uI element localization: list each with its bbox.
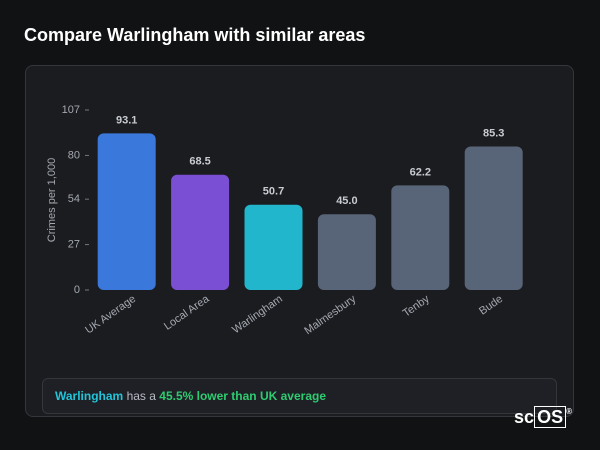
x-tick-label: Warlingham <box>230 293 285 336</box>
value-label: 68.5 <box>189 156 210 168</box>
y-tick-label: 54 <box>68 193 80 205</box>
x-tick-label: UK Average <box>83 293 138 336</box>
y-tick-label: 107 <box>62 104 80 116</box>
logo: sc OS ® <box>514 406 572 428</box>
x-tick-label: Malmesbury <box>302 293 358 337</box>
x-tick-label: Bude <box>477 293 505 318</box>
y-tick-label: 27 <box>68 238 80 250</box>
y-axis-label: Crimes per 1,000 <box>46 158 58 242</box>
value-label: 93.1 <box>116 114 137 126</box>
summary-text: has a <box>123 389 160 403</box>
bar <box>171 174 230 290</box>
x-tick-label: Local Area <box>162 293 212 333</box>
bar <box>464 146 523 290</box>
logo-boxed: OS <box>534 406 567 428</box>
bar <box>97 133 156 290</box>
y-tick-label: 80 <box>68 149 80 161</box>
x-tick-label: Tenby <box>401 293 432 320</box>
page-title: Compare Warlingham with similar areas <box>24 25 366 45</box>
value-label: 50.7 <box>263 186 284 198</box>
y-tick-label: 0 <box>74 284 80 296</box>
bar <box>317 214 376 290</box>
value-label: 62.2 <box>410 166 431 178</box>
value-label: 45.0 <box>336 195 357 207</box>
logo-prefix: sc <box>514 407 535 427</box>
logo-mark: ® <box>566 407 572 416</box>
summary-box: Warlingham has a 45.5% lower than UK ave… <box>42 378 557 414</box>
bar <box>244 204 303 290</box>
area-name: Warlingham <box>55 389 124 403</box>
summary-highlight: 45.5% lower than UK average <box>159 389 326 403</box>
value-label: 85.3 <box>483 127 504 139</box>
bar <box>391 185 450 290</box>
